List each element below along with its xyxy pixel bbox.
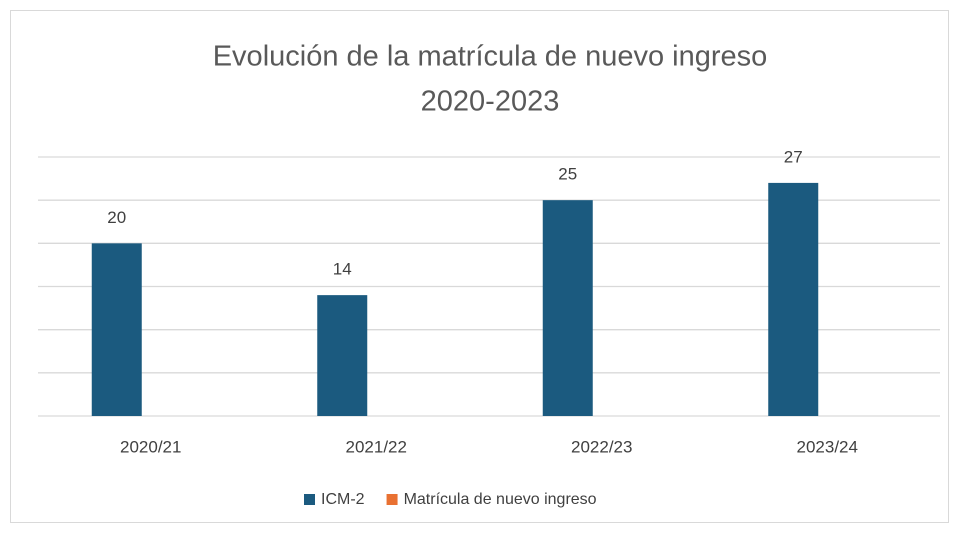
x-tick-label: 2022/23	[571, 437, 632, 456]
data-label: 27	[784, 147, 803, 166]
x-tick-label: 2020/21	[120, 437, 181, 456]
legend-label: ICM-2	[321, 491, 365, 508]
x-tick-label: 2023/24	[797, 437, 858, 456]
data-label: 20	[107, 208, 126, 227]
data-label: 25	[558, 165, 577, 184]
x-tick-label: 2021/22	[346, 437, 407, 456]
bar	[768, 182, 819, 416]
bar	[317, 295, 368, 416]
chart-title: 2020-2023	[421, 86, 560, 118]
bar	[91, 243, 142, 416]
data-label: 14	[333, 260, 352, 279]
legend-label: Matrícula de nuevo ingreso	[404, 491, 597, 508]
legend-swatch	[386, 494, 398, 505]
bar	[542, 200, 593, 416]
legend-swatch	[304, 494, 315, 505]
chart-title: Evolución de la matrícula de nuevo ingre…	[213, 41, 768, 73]
